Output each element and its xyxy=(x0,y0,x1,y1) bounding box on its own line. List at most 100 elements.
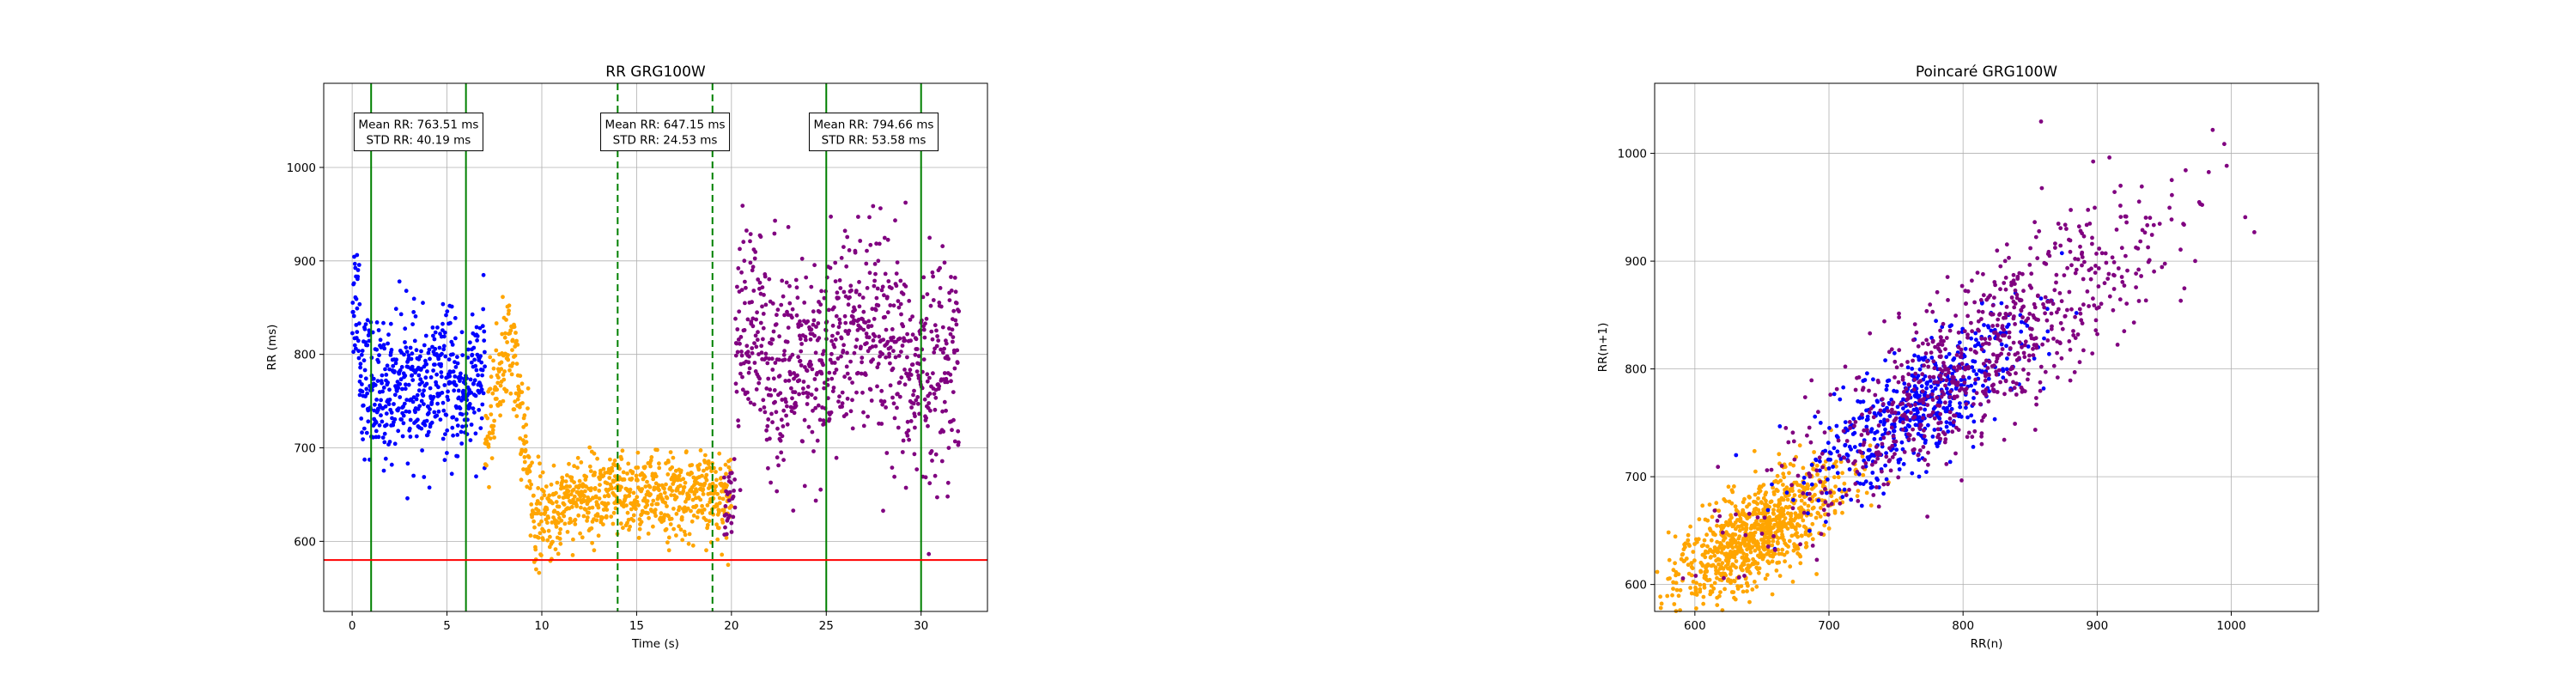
poincare-point-segment3 xyxy=(1817,455,1822,460)
poincare-point-segment3 xyxy=(2038,119,2044,124)
rr-point-segment1 xyxy=(432,337,437,342)
poincare-point-segment3 xyxy=(2123,214,2128,219)
poincare-point-segment3 xyxy=(1846,459,1850,464)
rr-point-segment2 xyxy=(610,468,615,473)
rr-point-segment1 xyxy=(453,383,459,388)
rr-point-segment1 xyxy=(411,310,416,314)
rr-point-segment3 xyxy=(933,452,939,457)
poincare-point-segment1 xyxy=(1902,381,1907,386)
rr-point-segment2 xyxy=(709,469,714,473)
rr-point-segment2 xyxy=(515,397,520,402)
poincare-point-segment2 xyxy=(1731,537,1736,542)
rr-point-segment3 xyxy=(940,325,945,330)
poincare-point-segment1 xyxy=(2032,356,2037,361)
poincare-point-segment3 xyxy=(2103,251,2108,256)
rr-point-segment2 xyxy=(651,524,655,529)
rr-point-segment2 xyxy=(544,484,549,489)
poincare-point-segment3 xyxy=(1992,295,1996,300)
poincare-point-segment3 xyxy=(2021,350,2026,356)
rr-point-segment1 xyxy=(473,393,478,398)
poincare-point-segment1 xyxy=(2045,329,2050,334)
rr-point-segment1 xyxy=(422,402,426,406)
rr-point-segment3 xyxy=(850,398,854,403)
rr-point-segment2 xyxy=(584,474,589,479)
poincare-point-segment3 xyxy=(1837,453,1842,458)
rr-point-segment3 xyxy=(863,373,868,377)
rr-point-segment1 xyxy=(442,458,447,463)
poincare-point-segment3 xyxy=(2093,271,2098,275)
rr-point-segment1 xyxy=(382,440,387,445)
poincare-point-segment1 xyxy=(1871,377,1875,382)
poincare-point-segment3 xyxy=(2092,303,2097,307)
poincare-point-segment3 xyxy=(1926,364,1931,369)
poincare-point-segment3 xyxy=(2026,316,2031,321)
poincare-point-segment3 xyxy=(1868,331,1873,336)
rr-point-segment3 xyxy=(758,234,763,240)
rr-point-segment1 xyxy=(434,413,440,418)
rr-point-segment1 xyxy=(387,398,392,402)
rr-point-segment1 xyxy=(405,495,410,501)
rr-point-segment2 xyxy=(595,514,600,519)
rr-point-segment3 xyxy=(829,214,833,219)
rr-point-segment1 xyxy=(359,416,364,421)
poincare-point-segment3 xyxy=(2003,315,2008,320)
rr-point-segment2 xyxy=(605,508,610,512)
rr-point-segment3 xyxy=(905,355,909,360)
poincare-point-segment3 xyxy=(2038,380,2043,385)
poincare-point-segment3 xyxy=(2085,289,2090,294)
poincare-point-segment2 xyxy=(1756,570,1761,575)
rr-point-segment2 xyxy=(554,500,559,504)
rr-point-segment3 xyxy=(901,324,906,329)
rr-point-segment2 xyxy=(558,526,563,532)
rr-point-segment1 xyxy=(355,330,360,334)
rr-point-segment2 xyxy=(689,489,694,494)
rr-point-segment3 xyxy=(835,331,840,336)
rr-point-segment3 xyxy=(781,352,787,357)
poincare-point-segment1 xyxy=(1964,405,1968,410)
poincare-point-segment3 xyxy=(1878,408,1883,413)
poincare-point-segment1 xyxy=(1999,342,2004,347)
poincare-point-segment3 xyxy=(1871,493,1876,497)
rr-point-segment1 xyxy=(472,378,477,383)
poincare-point-segment3 xyxy=(2007,335,2012,340)
rr-point-segment2 xyxy=(541,538,545,542)
poincare-point-segment2 xyxy=(1810,506,1815,511)
rr-point-segment1 xyxy=(470,352,475,357)
rr-point-segment3 xyxy=(873,307,878,313)
poincare-point-segment2 xyxy=(1711,531,1716,535)
rr-point-segment1 xyxy=(406,382,411,387)
y-tick-label: 600 xyxy=(1625,579,1647,593)
poincare-point-segment3 xyxy=(2136,267,2142,272)
rr-point-segment1 xyxy=(387,440,392,444)
rr-point-segment1 xyxy=(468,340,472,345)
rr-point-segment2 xyxy=(498,383,503,388)
poincare-point-segment2 xyxy=(1705,563,1710,568)
rr-point-segment1 xyxy=(409,356,414,362)
poincare-point-segment3 xyxy=(1838,501,1843,506)
rr-point-segment3 xyxy=(941,429,946,434)
rr-point-segment1 xyxy=(441,347,447,352)
rr-point-segment2 xyxy=(642,465,647,470)
rr-point-segment3 xyxy=(803,365,807,369)
rr-point-segment3 xyxy=(740,204,745,209)
poincare-point-segment3 xyxy=(2088,277,2093,282)
rr-point-segment1 xyxy=(410,364,415,369)
poincare-point-segment3 xyxy=(2074,267,2079,272)
rr-point-segment2 xyxy=(700,503,704,508)
rr-point-segment3 xyxy=(747,366,752,371)
rr-point-segment2 xyxy=(536,486,541,490)
poincare-point-segment2 xyxy=(1789,514,1794,519)
rr-point-segment2 xyxy=(685,506,690,511)
rr-point-segment2 xyxy=(674,512,679,516)
poincare-point-segment3 xyxy=(1937,404,1942,408)
rr-point-segment3 xyxy=(934,344,939,349)
poincare-point-segment3 xyxy=(2038,364,2044,369)
rr-point-segment3 xyxy=(739,270,744,275)
rr-point-segment2 xyxy=(526,406,530,410)
rr-point-segment3 xyxy=(916,376,921,380)
poincare-point-segment3 xyxy=(2089,266,2093,271)
rr-point-segment2 xyxy=(585,519,589,523)
rr-point-segment3 xyxy=(952,439,957,444)
rr-point-segment3 xyxy=(772,231,777,236)
rr-point-segment3 xyxy=(827,416,832,422)
